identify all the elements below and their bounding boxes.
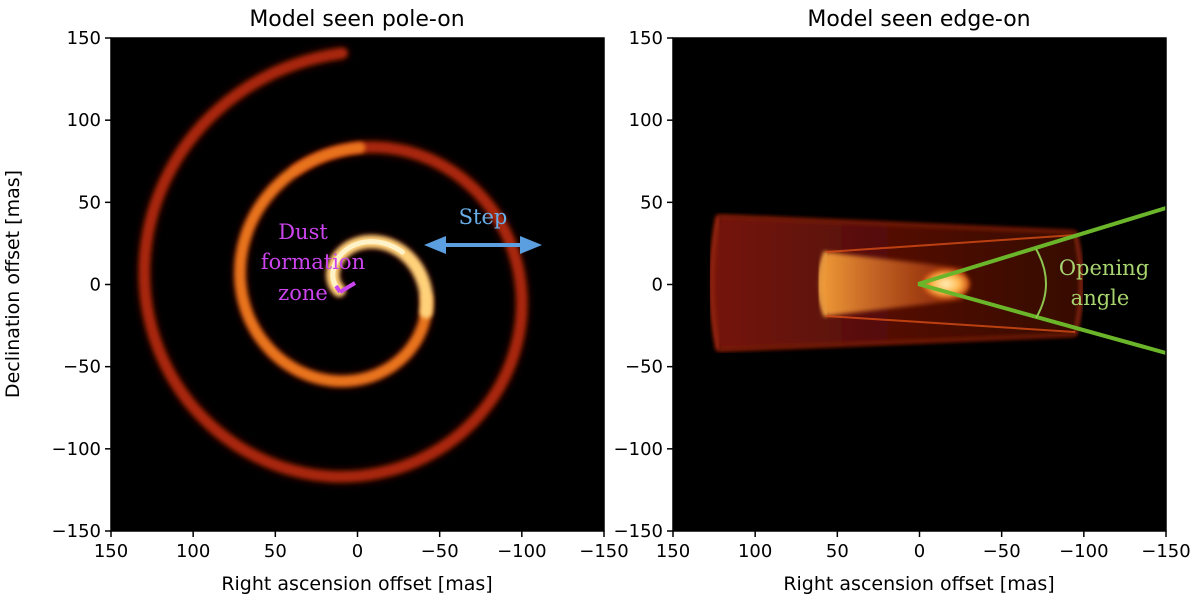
- outer-shell-right-edge: [1073, 231, 1083, 336]
- plot-area-pole-on: [111, 38, 604, 531]
- inner-cone: [820, 252, 966, 316]
- y-tick-label: 50: [640, 192, 663, 213]
- x-tick-label: 50: [826, 541, 849, 562]
- x-tick-label: 150: [94, 541, 128, 562]
- x-tick-label: 150: [656, 541, 690, 562]
- y-tick-label: −50: [625, 357, 663, 378]
- outer-shell-bottom: [717, 333, 1076, 352]
- y-tick-label: 0: [90, 275, 101, 296]
- dust-zone-marker: [338, 281, 357, 294]
- inner-cone-line-top: [825, 234, 1076, 253]
- step-label: Step: [459, 205, 508, 229]
- dust-zone-marker-tick: [334, 284, 342, 294]
- bright-core: [922, 269, 970, 299]
- outer-shell-edge: [709, 215, 720, 351]
- inner-cone-edge: [818, 251, 828, 317]
- outer-shell-top: [717, 214, 1076, 234]
- x-tick-label: 50: [264, 541, 287, 562]
- x-tick-label: −150: [579, 541, 628, 562]
- dust-label-line3: zone: [278, 281, 328, 305]
- y-tick-label: −100: [52, 439, 101, 460]
- opening-angle-upper: [917, 206, 1167, 286]
- panel-pole-on: Dust formation zone Step 150 100 50 0 −50 −10…: [2, 7, 629, 595]
- x-tick-label: −100: [497, 541, 546, 562]
- y-tick-label: 150: [629, 28, 663, 49]
- panel-edge-on: Opening angle 150 100 50 0 −50 −100 −150150100…: [614, 7, 1191, 595]
- opening-angle-arc: [1035, 248, 1047, 319]
- ylabel-pole-on: Declination offset [mas]: [2, 170, 24, 398]
- y-tick-label: −150: [614, 521, 663, 542]
- x-tick-label: −50: [983, 541, 1021, 562]
- opening-label-line2: angle: [1071, 286, 1130, 310]
- x-tick-label: 100: [738, 541, 772, 562]
- x-tick-label: 100: [176, 541, 210, 562]
- y-tick-label: −150: [52, 521, 101, 542]
- spiral-image: [138, 47, 528, 483]
- y-tick-label: −100: [614, 439, 663, 460]
- y-tick-label: 50: [78, 192, 101, 213]
- opening-angle-lower: [917, 282, 1167, 355]
- y-tick-label: 150: [67, 28, 101, 49]
- edge-on-image: [709, 214, 1083, 352]
- spiral-arm-core: [330, 239, 405, 289]
- step-arrow: [424, 236, 542, 254]
- y-tick-label: 0: [652, 275, 663, 296]
- spiral-arm-outer: [139, 48, 527, 482]
- title-pole-on: Model seen pole-on: [249, 7, 464, 32]
- xlabel-edge-on: Right ascension offset [mas]: [783, 573, 1054, 595]
- x-tick-label: −50: [421, 541, 459, 562]
- spiral-arm-mid: [234, 142, 433, 387]
- y-tick-label: 100: [67, 110, 101, 131]
- dust-label-line1: Dust: [278, 220, 328, 244]
- y-tick-label: 100: [629, 110, 663, 131]
- inner-cone-line-bottom: [825, 315, 1076, 333]
- y-tick-label: −50: [63, 357, 101, 378]
- x-tick-label: −150: [1141, 541, 1190, 562]
- title-edge-on: Model seen edge-on: [807, 7, 1030, 32]
- opening-label-line1: Opening: [1059, 256, 1149, 280]
- xlabel-pole-on: Right ascension offset [mas]: [221, 573, 492, 595]
- x-tick-label: 0: [914, 541, 925, 562]
- x-tick-label: −100: [1059, 541, 1108, 562]
- dust-label-line2: formation: [261, 250, 365, 274]
- x-tick-label: 0: [352, 541, 363, 562]
